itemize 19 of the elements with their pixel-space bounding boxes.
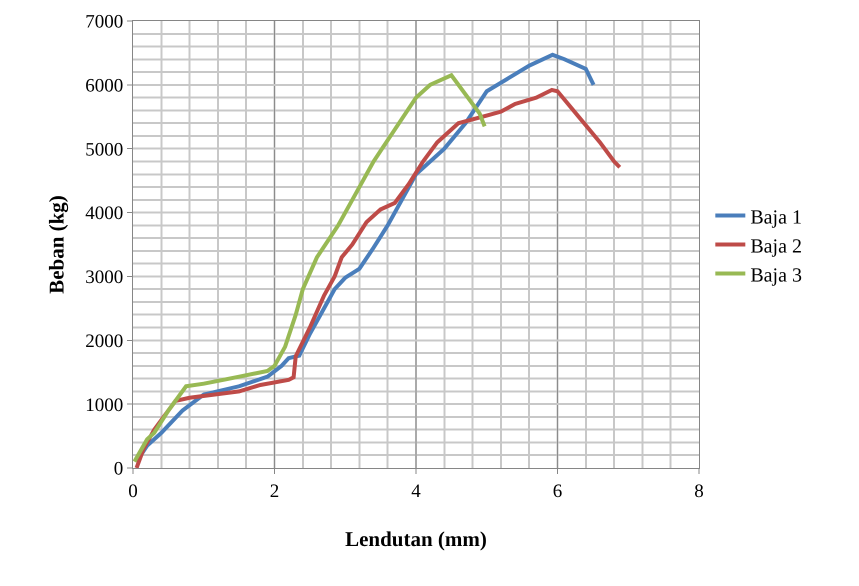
y-tick-label: 1000 — [85, 394, 124, 416]
y-tick-label: 6000 — [85, 76, 124, 97]
y-axis-title: Beban (kg) — [44, 195, 68, 294]
line-series — [133, 73, 487, 464]
y-tick-label: 2000 — [85, 330, 124, 352]
y-tick-label: 4000 — [85, 203, 124, 224]
y-tick-label: 3000 — [85, 267, 124, 288]
x-tick-label: 0 — [128, 480, 138, 502]
x-tick-label: 8 — [694, 480, 704, 502]
x-tick-label: 4 — [411, 480, 422, 502]
y-tick-label: 0 — [114, 458, 124, 480]
x-tick-label: 2 — [270, 480, 280, 502]
y-tick-label: 5000 — [85, 139, 124, 160]
legend-label: Baja 3 — [750, 264, 802, 286]
y-tick-label: 7000 — [85, 12, 124, 33]
x-axis-title: Lendutan (mm) — [345, 527, 487, 551]
legend-label: Baja 1 — [750, 206, 802, 228]
legend-label: Baja 2 — [750, 235, 802, 258]
x-tick-label: 6 — [552, 480, 562, 502]
